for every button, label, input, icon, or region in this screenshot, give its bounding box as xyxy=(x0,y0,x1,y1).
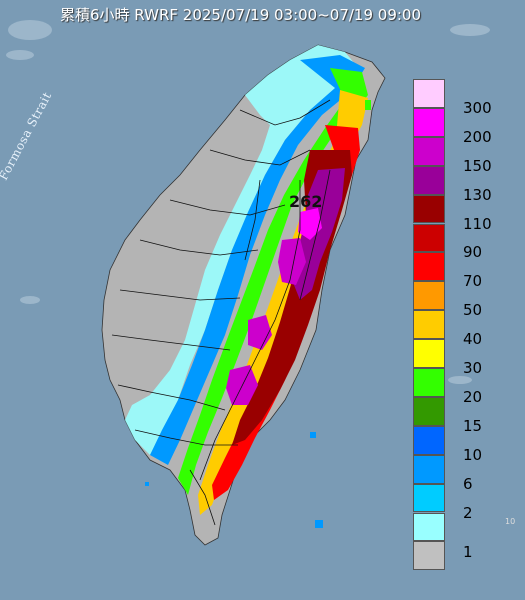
cloud-speckles xyxy=(6,20,490,384)
legend-swatch xyxy=(413,79,445,108)
legend-swatch xyxy=(413,165,445,195)
legend-swatch xyxy=(413,396,445,426)
legend-swatch xyxy=(413,310,445,340)
legend-swatch xyxy=(413,107,445,137)
legend-tick-label: 20 xyxy=(463,387,483,406)
legend-tick-label: 50 xyxy=(463,301,483,320)
rain-zone-200mm xyxy=(278,238,306,285)
legend-swatch xyxy=(413,541,445,571)
legend-tick-label: 110 xyxy=(463,214,492,233)
legend-tick-label: 10 xyxy=(463,445,483,464)
legend-swatch xyxy=(413,281,445,311)
rain-zone-150mm xyxy=(292,168,345,300)
legend-swatch xyxy=(413,339,445,368)
legend-tick-label: 1 xyxy=(463,543,473,562)
boundary-lines xyxy=(111,99,331,526)
legend-swatch xyxy=(413,454,445,484)
legend-tick-label: 300 xyxy=(463,98,492,117)
rain-zone-6mm xyxy=(150,55,365,465)
legend-tick-label: 200 xyxy=(463,127,492,146)
edge-mark: 10 xyxy=(505,517,516,526)
rain-zone-200mm-central xyxy=(248,315,272,350)
map-title: 累積6小時 RWRF 2025/07/19 03:00~07/19 09:00 xyxy=(60,6,422,24)
rain-zone-20mm xyxy=(178,68,368,495)
legend-swatch xyxy=(413,194,445,224)
legend-swatch xyxy=(413,252,445,282)
legend-swatch xyxy=(413,223,445,253)
legend-tick-label: 30 xyxy=(463,359,483,377)
rain-zone-1mm xyxy=(125,45,360,455)
offshore-rain-cell xyxy=(310,432,316,438)
offshore-rain-cell-3 xyxy=(145,482,149,486)
rainfall-legend: 300 200 150 130 110 90 70 50 40 30 20 15 10 6 2 1 xyxy=(413,79,516,571)
rain-zone-300mm xyxy=(298,208,322,240)
legend-tick-label: 70 xyxy=(463,272,483,291)
legend-swatch xyxy=(413,512,445,542)
legend-swatch xyxy=(413,136,445,166)
rain-zone-200mm-south xyxy=(226,365,258,405)
max-rainfall-marker: 262 xyxy=(289,192,323,211)
legend-swatch xyxy=(413,425,445,455)
legend-tick-label: 40 xyxy=(463,330,483,349)
legend-tick-label: 150 xyxy=(463,156,492,175)
offshore-rain-cell-4 xyxy=(365,100,371,110)
legend-tick-label: 15 xyxy=(463,416,483,435)
legend-tick-label: 2 xyxy=(463,503,473,522)
legend-tick-label: 90 xyxy=(463,243,483,262)
offshore-rain-cell-2 xyxy=(315,520,323,528)
legend-tick-label: 130 xyxy=(463,185,492,204)
legend-tick-label: 6 xyxy=(463,474,473,493)
legend-swatch xyxy=(413,368,445,397)
legend-swatch xyxy=(413,483,445,513)
